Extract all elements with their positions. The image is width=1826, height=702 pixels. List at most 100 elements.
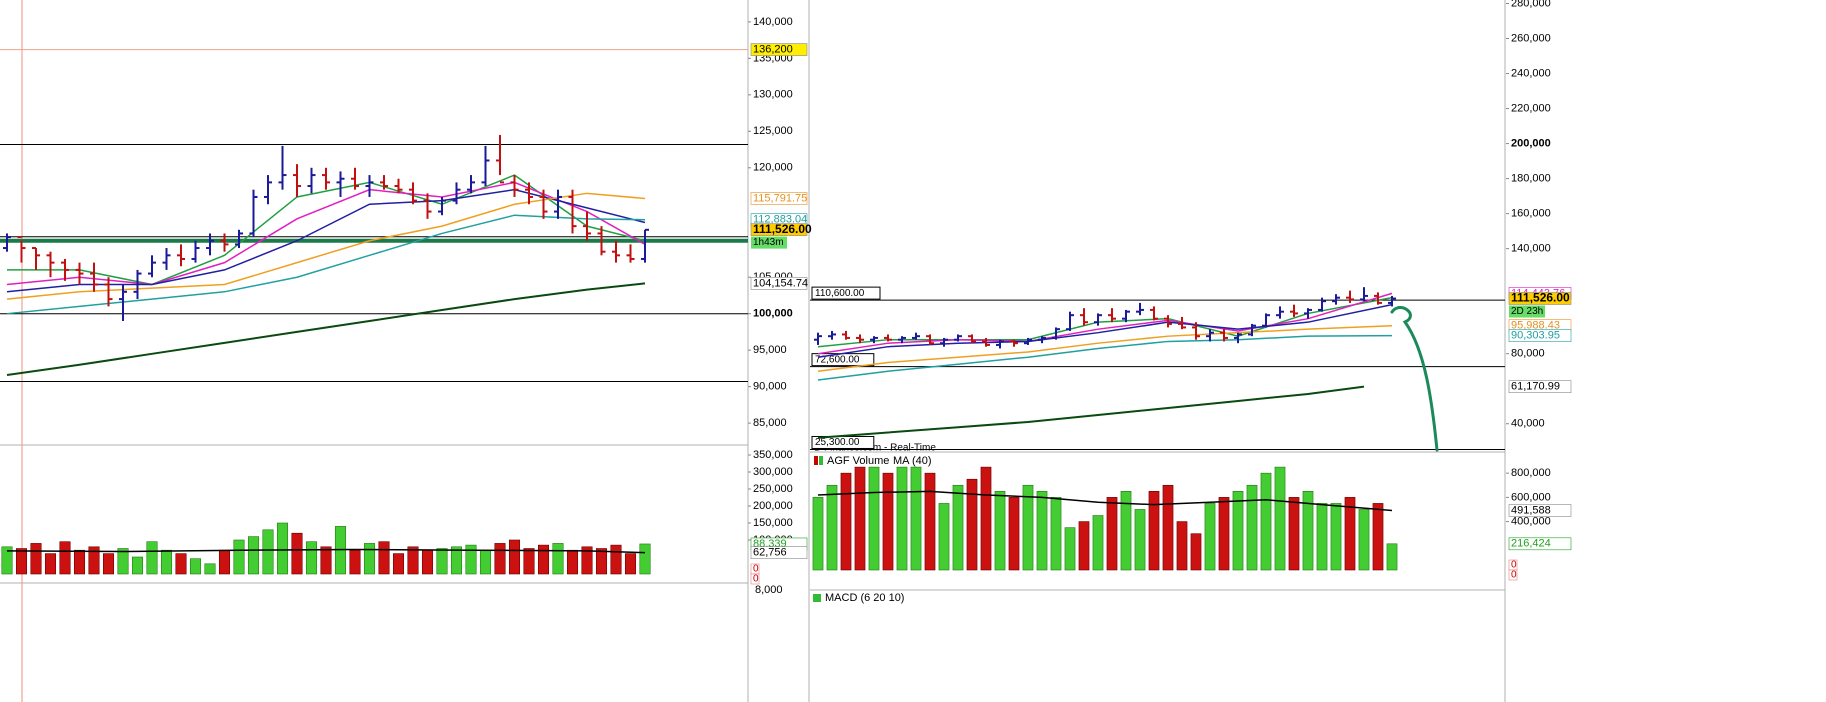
timer-box xyxy=(751,236,787,249)
volume-bar xyxy=(59,541,71,575)
volume-bar xyxy=(88,546,100,575)
level-label: 25,300.00 xyxy=(815,437,860,448)
y-tick-label: 200,000 xyxy=(1511,137,1551,149)
volume-bar xyxy=(276,522,289,575)
indicator-tag-label: 0 xyxy=(1511,570,1517,581)
price-tag xyxy=(1508,329,1572,342)
y-tick-label: 125,000 xyxy=(753,125,793,137)
volume-bar xyxy=(812,497,824,571)
y-tick-label: 85,000 xyxy=(753,417,787,429)
moving-average xyxy=(6,192,646,300)
price-tag-label: 104,154.74 xyxy=(753,277,808,289)
volume-bar xyxy=(896,466,908,571)
volume-bar xyxy=(1148,491,1160,571)
volume-bar xyxy=(1,546,13,575)
level-label-box xyxy=(811,286,881,300)
volume-bar xyxy=(1274,466,1286,571)
volume-bar xyxy=(508,539,521,575)
price-tag-label: 90,303.95 xyxy=(1511,330,1560,342)
price-tag xyxy=(1508,380,1572,393)
y-tick-label: 280,000 xyxy=(1511,0,1551,9)
y-tick-label: 100,000 xyxy=(753,308,793,320)
price-tag-label: 112,883.04 xyxy=(753,214,807,226)
volume-bar xyxy=(1316,503,1328,571)
volume-bar xyxy=(980,466,992,571)
volume-bar xyxy=(363,543,376,575)
price-tag-label: 136,200 xyxy=(753,44,793,56)
volume-icon xyxy=(814,456,818,465)
volume-bar xyxy=(1022,484,1034,571)
data-source: B-Finance.com - Real-Time xyxy=(814,443,936,454)
volume-bar xyxy=(291,532,303,575)
price-tag xyxy=(1508,504,1572,517)
volume-bar xyxy=(1288,497,1300,571)
y-tick-label: 600,000 xyxy=(1511,491,1551,503)
volume-bar xyxy=(595,548,608,575)
price-tag xyxy=(750,223,808,236)
price-tag-label: 111,526.00 xyxy=(753,222,812,236)
y-tick-label: 40,000 xyxy=(1511,418,1545,430)
y-tick-label: 220,000 xyxy=(1511,102,1551,114)
price-tag-label: 111,526.00 xyxy=(1511,291,1570,305)
volume-bar xyxy=(1120,491,1132,571)
y-tick-label: 150,000 xyxy=(753,517,793,529)
moving-average xyxy=(6,214,646,315)
level-label: 110,600.00 xyxy=(815,288,865,299)
volume-bar xyxy=(247,536,260,575)
indicator-tag-label: 0 xyxy=(753,564,759,575)
volume-icon xyxy=(819,456,823,465)
volume-bar xyxy=(15,548,28,575)
volume-bar xyxy=(131,556,144,575)
moving-average xyxy=(817,303,1393,358)
volume-ma xyxy=(817,490,1393,512)
indicator-tag-label: 0 xyxy=(753,574,759,585)
volume-bar xyxy=(305,541,318,575)
moving-average xyxy=(817,385,1365,439)
volume-bar xyxy=(349,549,361,575)
volume-bar xyxy=(938,503,950,571)
volume-bar xyxy=(994,491,1006,571)
volume-bar xyxy=(450,546,463,575)
y-tick-label: 180,000 xyxy=(1511,173,1551,185)
moving-average xyxy=(817,334,1393,381)
volume-bar xyxy=(1246,484,1258,571)
macd-icon xyxy=(813,594,821,602)
level-label: 72,600.00 xyxy=(815,354,860,365)
volume-bar xyxy=(233,539,245,575)
moving-average xyxy=(6,282,646,376)
indicator-tag xyxy=(1508,569,1518,581)
volume-bar xyxy=(840,472,852,571)
price-tag-label: 95,988.43 xyxy=(1511,320,1560,332)
volume-bar xyxy=(924,472,936,571)
volume-bar xyxy=(73,549,86,575)
volume-bar xyxy=(1344,497,1356,571)
y-tick-label: 260,000 xyxy=(1511,32,1551,44)
volume-bar xyxy=(882,472,894,571)
volume-bar xyxy=(868,466,880,571)
volume-bar xyxy=(30,543,42,575)
volume-bar xyxy=(1078,521,1090,571)
y-tick-label: 350,000 xyxy=(753,449,793,461)
volume-bar xyxy=(1134,509,1146,571)
volume-bar xyxy=(523,548,535,575)
volume-bar xyxy=(826,484,838,571)
volume-bar xyxy=(407,546,419,575)
y-tick-label: 95,000 xyxy=(753,344,787,356)
volume-bar xyxy=(378,541,390,575)
y-tick-label: 240,000 xyxy=(1511,67,1551,79)
y-tick-label: 90,000 xyxy=(753,381,787,393)
y-tick-label: 120,000 xyxy=(753,162,793,174)
volume-bar xyxy=(146,541,158,575)
volume-bar xyxy=(1036,491,1048,571)
volume-bar xyxy=(966,478,978,571)
timer: 1h43m xyxy=(753,237,784,248)
volume-bar xyxy=(189,558,202,575)
volume-bar xyxy=(1330,503,1342,571)
macd-label: MACD (6 20 10) xyxy=(825,592,904,604)
y-tick-label: 400,000 xyxy=(1511,515,1551,527)
price-tag-label: 216,424 xyxy=(1511,538,1551,550)
timer-box xyxy=(1509,305,1545,318)
price-tag-label: 61,170.99 xyxy=(1511,381,1560,393)
y-tick-label: 300,000 xyxy=(753,466,793,478)
volume-bar xyxy=(537,544,550,575)
